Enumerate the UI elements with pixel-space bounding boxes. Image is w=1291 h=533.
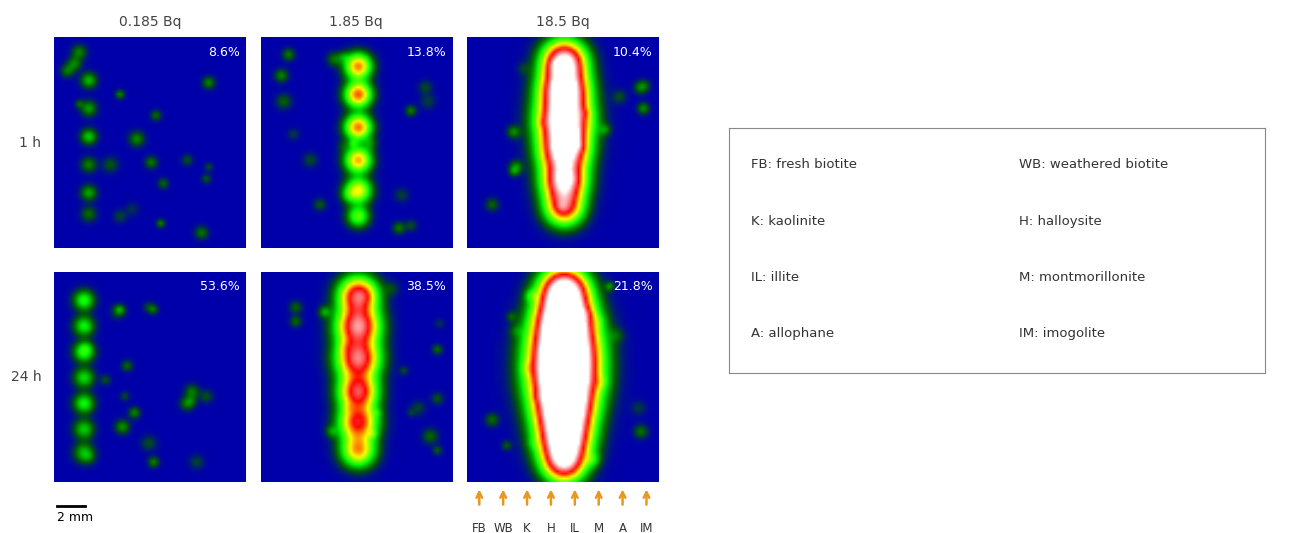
Text: A: allophane: A: allophane xyxy=(751,327,834,341)
Text: IM: imogolite: IM: imogolite xyxy=(1019,327,1105,341)
Text: FB: fresh biotite: FB: fresh biotite xyxy=(751,158,857,171)
Text: 24 h: 24 h xyxy=(10,370,41,384)
Text: FB: FB xyxy=(473,522,487,533)
Text: 1.85 Bq: 1.85 Bq xyxy=(329,15,383,29)
Text: 10.4%: 10.4% xyxy=(613,46,653,59)
Text: IM: IM xyxy=(640,522,653,533)
Text: WB: WB xyxy=(493,522,513,533)
Text: 0.185 Bq: 0.185 Bq xyxy=(119,15,181,29)
Text: 1 h: 1 h xyxy=(19,135,41,150)
Text: M: montmorillonite: M: montmorillonite xyxy=(1019,271,1145,284)
Text: IL: illite: IL: illite xyxy=(751,271,799,284)
Text: 53.6%: 53.6% xyxy=(200,280,240,293)
Text: 38.5%: 38.5% xyxy=(407,280,447,293)
Text: 8.6%: 8.6% xyxy=(208,46,240,59)
Text: 13.8%: 13.8% xyxy=(407,46,447,59)
Text: H: H xyxy=(546,522,555,533)
Text: K: kaolinite: K: kaolinite xyxy=(751,215,825,228)
Text: 18.5 Bq: 18.5 Bq xyxy=(536,15,590,29)
Text: WB: weathered biotite: WB: weathered biotite xyxy=(1019,158,1168,171)
Text: 2 mm: 2 mm xyxy=(57,511,93,523)
Text: A: A xyxy=(618,522,626,533)
Text: K: K xyxy=(523,522,531,533)
Text: 21.8%: 21.8% xyxy=(613,280,653,293)
Text: IL: IL xyxy=(569,522,580,533)
Text: H: halloysite: H: halloysite xyxy=(1019,215,1101,228)
Text: M: M xyxy=(594,522,604,533)
